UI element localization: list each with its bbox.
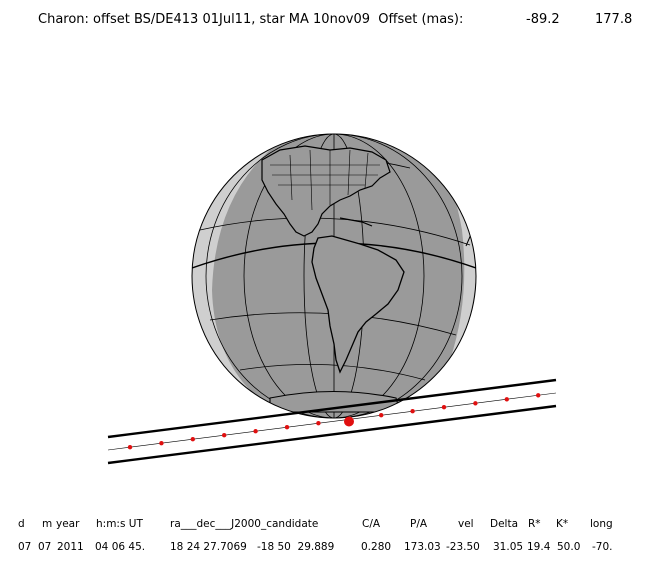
val-long: -70.	[592, 541, 613, 553]
hdr-long: long	[590, 518, 613, 530]
night-side-east	[440, 160, 476, 360]
path-dot	[379, 413, 384, 418]
hdr-hms: h:m:s UT	[96, 518, 143, 530]
path-dot	[441, 405, 447, 410]
val-dec: -18 50 29.889	[257, 541, 335, 553]
header-row: d m year h:m:s UT ra___dec___J2000_candi…	[0, 518, 648, 534]
path-dot	[316, 421, 321, 426]
night-side-west	[192, 150, 270, 400]
hdr-m: m	[42, 518, 53, 530]
val-ca: 0.280	[361, 541, 392, 553]
hdr-ca: C/A	[362, 518, 381, 530]
val-d: 07	[18, 541, 32, 553]
hdr-delta: Delta	[490, 518, 519, 530]
val-year: 2011	[57, 541, 84, 553]
value-row: 07 07 2011 04 06 45. 18 24 27.7069 -18 5…	[0, 541, 648, 557]
hdr-rstar: R*	[528, 518, 541, 530]
hdr-year: year	[56, 518, 80, 530]
closest-approach-dot	[344, 416, 354, 427]
path-dot	[159, 441, 164, 446]
path-dot	[536, 393, 541, 398]
hdr-pa: P/A	[410, 518, 428, 530]
path-dot	[127, 445, 133, 450]
val-ra: 18 24 27.7069	[170, 541, 247, 553]
south-limit-line	[107, 404, 557, 465]
val-rstar: 19.4	[527, 541, 551, 553]
path-dot	[253, 429, 258, 434]
title-text: Charon: offset BS/DE413 01Jul11, star MA…	[38, 12, 464, 27]
val-hms: 04 06 45.	[95, 541, 146, 553]
offset-x-value: -89.2	[526, 12, 560, 27]
val-m: 07	[38, 541, 52, 553]
state-borders	[270, 149, 380, 211]
path-dot	[222, 433, 227, 438]
north-limit-line	[107, 378, 557, 439]
path-dot	[284, 425, 290, 430]
hdr-d: d	[18, 518, 25, 530]
hdr-radec: ra___dec___J2000_candidate	[170, 518, 319, 530]
plot-title: Charon: offset BS/DE413 01Jul11, star MA…	[0, 12, 648, 72]
south-america-outline	[311, 235, 405, 374]
hdr-kstar: K*	[556, 518, 569, 530]
globe-outline	[191, 133, 477, 419]
path-dot	[410, 409, 415, 414]
val-delta: 31.05	[493, 541, 524, 553]
path-dot	[190, 437, 195, 442]
path-dot	[473, 401, 478, 406]
val-pa: 173.03	[404, 541, 441, 553]
offset-y-value: 177.8	[595, 12, 633, 27]
path-dots	[127, 393, 541, 450]
globe-features	[192, 134, 476, 418]
centre-line	[107, 392, 557, 451]
path-dot	[504, 397, 509, 402]
north-america-outline	[261, 145, 391, 237]
val-kstar: 50.0	[557, 541, 581, 553]
hdr-vel: vel	[458, 518, 474, 530]
val-vel: -23.50	[446, 541, 480, 553]
caribbean-islands	[339, 217, 373, 227]
